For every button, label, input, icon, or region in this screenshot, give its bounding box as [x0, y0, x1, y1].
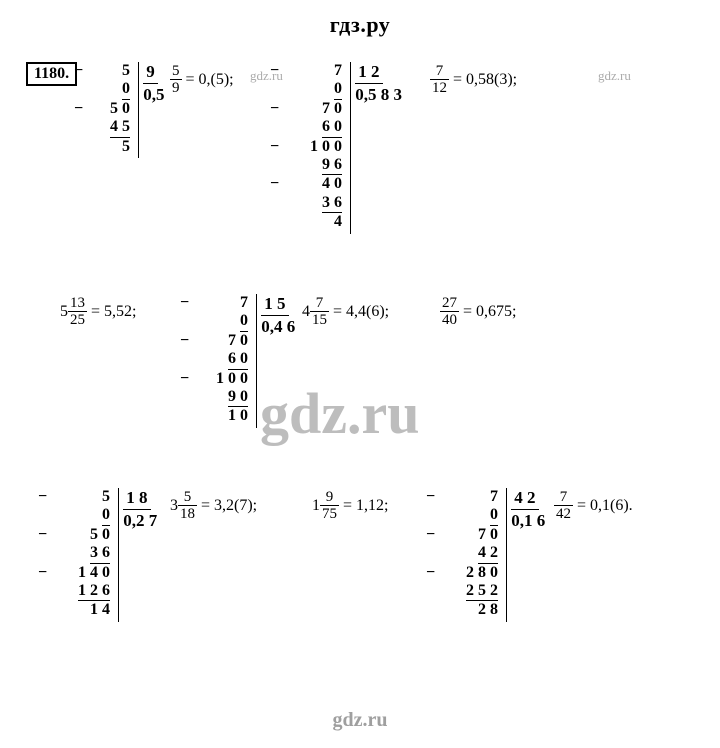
- problem-number-box: 1180.: [26, 62, 77, 86]
- expr-4: 4715 = 4,4(6);: [302, 296, 389, 329]
- quotient: 0,4 6: [261, 316, 295, 337]
- expr-5: 2740 = 0,675;: [440, 296, 516, 329]
- expr-7: 1975 = 1,12;: [312, 490, 388, 523]
- long-division-5: −7 0 −7 0 4 2 −2 8 0 2 5 2 2 8 4 2 0,1 6: [438, 488, 545, 622]
- quotient: 0,2 7: [123, 510, 157, 531]
- long-division-1: −5 0 −5 0 4 5 5 9 0,5: [86, 62, 165, 158]
- watermark-footer: gdz.ru: [0, 709, 720, 732]
- long-division-3: −7 0 −7 0 6 0 −1 0 0 9 0 1 0 1 5 0,4 6: [192, 294, 295, 428]
- quotient: 0,5 8 3: [355, 84, 402, 105]
- divisor: 9: [143, 62, 158, 84]
- quotient: 0,5: [143, 84, 164, 105]
- long-division-2: −7 0 −7 0 6 0 −1 0 0 9 6 −4 0 3 6 4 1 2 …: [282, 62, 402, 234]
- expr-2: 712 = 0,58(3);: [430, 64, 517, 97]
- expr-6: 3518 = 3,2(7);: [170, 490, 257, 523]
- long-division-4: −5 0 −5 0 3 6 −1 4 0 1 2 6 1 4 1 8 0,2 7: [50, 488, 157, 622]
- expr-8: 742 = 0,1(6).: [554, 490, 633, 523]
- page-header: гдз.ру: [0, 0, 720, 38]
- divisor: 1 5: [261, 294, 288, 316]
- expr-3: 51325 = 5,52;: [60, 296, 136, 329]
- expr-1: 59 = 0,(5);: [170, 64, 234, 97]
- divisor: 1 2: [355, 62, 382, 84]
- watermark-small-2: gdz.ru: [598, 68, 631, 84]
- divisor: 4 2: [511, 488, 538, 510]
- divisor: 1 8: [123, 488, 150, 510]
- quotient: 0,1 6: [511, 510, 545, 531]
